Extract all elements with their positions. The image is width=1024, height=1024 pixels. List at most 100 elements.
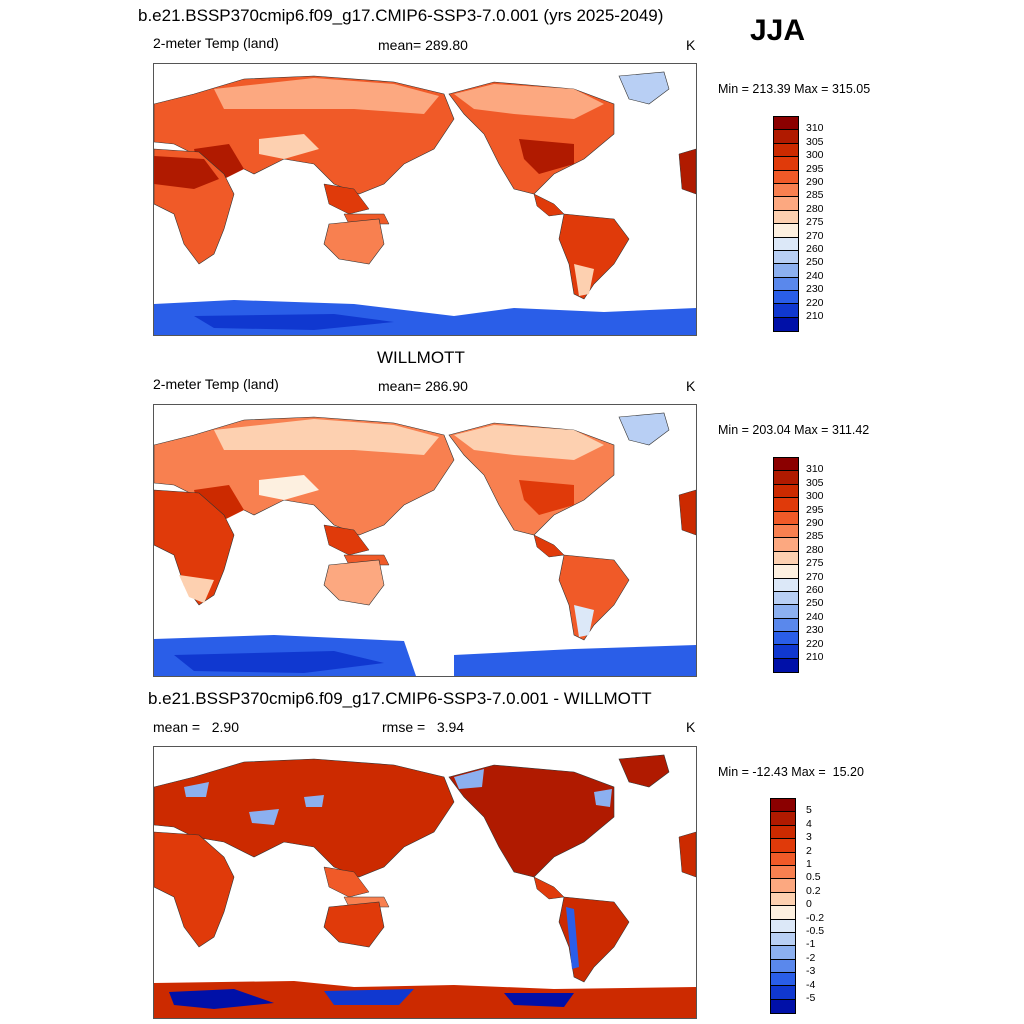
colorbar-tick-label: -5 [806,992,816,1004]
colorbar-tick-label: 285 [806,189,824,202]
panel-3-left-label: mean = 2.90 [153,719,240,735]
colorbar-tick-label: -3 [806,965,816,978]
colorbar-segment [774,551,798,566]
colorbar-segment [774,170,798,184]
southeast-asia [323,866,370,898]
africa-west-edge [678,831,696,878]
colorbar-tick-label: -2 [806,951,816,964]
antarctica-cold-1 [169,989,274,1009]
panel-3-center-label: rmse = 3.94 [382,719,465,735]
panel-2-title: WILLMOTT [377,348,465,367]
canada-cool [454,425,604,460]
sahara-hot [154,156,219,189]
colorbar-tick-label: 290 [806,517,824,529]
australia-landmass [323,218,385,265]
colorbar-tick-label: 210 [806,651,824,663]
eurasia-cool-patches [184,782,324,825]
colorbar-tick-label: 305 [806,476,824,489]
colorbar-segment [774,237,798,251]
panel-2-units: K [686,378,696,394]
season-label: JJA [750,14,806,47]
colorbar-tick-label: 250 [806,597,824,610]
colorbar-tick-label: 270 [806,570,824,583]
colorbar-tick-label: 275 [806,557,824,570]
colorbar-tick-label: -0.2 [806,911,825,924]
colorbar-tick-label: 240 [806,610,824,623]
central-america [533,534,565,558]
greenland [618,412,670,446]
colorbar-segment [774,224,798,238]
antarctica-cold-2 [324,989,414,1005]
colorbar-segment [774,471,798,485]
colorbar-segment [774,183,798,198]
colorbar-segment [774,511,798,525]
panel-3-map [153,746,697,1019]
south-america-landmass [558,213,630,300]
colorbar-tick-label: 295 [806,503,824,516]
colorbar-tick-label: 290 [806,176,824,188]
colorbar-tick-label: 0.2 [806,884,821,897]
colorbar-segment [774,130,798,144]
colorbar-tick-label: 3 [806,831,812,844]
canada-cool [454,84,604,119]
panel-1-colorbar [773,116,799,333]
colorbar-tick-label: 5 [806,804,812,817]
colorbar-segment [771,919,795,933]
colorbar-tick-label: 250 [806,256,824,269]
panel-1-left-label: 2-meter Temp (land) [153,35,279,51]
panel-2-map [153,404,697,677]
us-hot [519,139,574,174]
colorbar-segment [774,304,798,318]
colorbar-segment [771,973,795,987]
australia-landmass [323,901,385,948]
colorbar-tick-label: -4 [806,978,816,991]
colorbar-segment [774,658,798,673]
panel-3-units: K [686,719,696,735]
siberia-cool [214,419,439,455]
colorbar-tick-label: 210 [806,310,824,322]
colorbar-segment [771,932,795,947]
antarctica [154,981,696,1018]
southern-africa-cool [179,575,214,603]
panel-2-center-label: mean= 286.90 [378,378,468,394]
colorbar-segment [771,825,795,840]
colorbar-segment [774,645,798,659]
colorbar-tick-label: 310 [806,122,824,135]
colorbar-segment [774,197,798,211]
panel-1-title: b.e21.BSSP370cmip6.f09_g17.CMIP6-SSP3-7.… [138,6,664,25]
colorbar-tick-label: 285 [806,530,824,543]
colorbar-segment [774,317,798,332]
antarctica-east [454,645,696,676]
colorbar-segment [774,498,798,512]
colorbar-segment [774,210,798,225]
central-america [533,193,565,217]
colorbar-segment [771,812,795,826]
panel-3-colorbar [770,798,796,1015]
us-warm [519,480,574,515]
panel-3-title: b.e21.BSSP370cmip6.f09_g17.CMIP6-SSP3-7.… [148,689,652,708]
colorbar-tick-label: 300 [806,490,824,503]
colorbar-segment [771,865,795,880]
patagonia-cool [574,605,594,637]
colorbar-segment [774,484,798,499]
antarctica-cold-3 [504,993,574,1007]
tibet-cool [259,475,319,500]
colorbar-segment [771,879,795,893]
panel-2-left-label: 2-meter Temp (land) [153,376,279,392]
colorbar-tick-label: 240 [806,269,824,282]
na-cool-patches [454,769,612,807]
panel-2-colorbar [773,457,799,674]
colorbar-tick-label: 260 [806,584,824,596]
colorbar-segment [774,591,798,606]
colorbar-tick-label: 295 [806,162,824,175]
colorbar-segment [774,458,798,472]
africa-landmass [154,489,235,606]
colorbar-tick-label: 275 [806,216,824,229]
colorbar-tick-label: 230 [806,283,824,296]
colorbar-segment [774,618,798,633]
colorbar-segment [771,999,795,1014]
colorbar-segment [771,839,795,853]
colorbar-segment [774,250,798,265]
antarctica-cold [194,314,394,330]
colorbar-tick-label: 260 [806,243,824,255]
